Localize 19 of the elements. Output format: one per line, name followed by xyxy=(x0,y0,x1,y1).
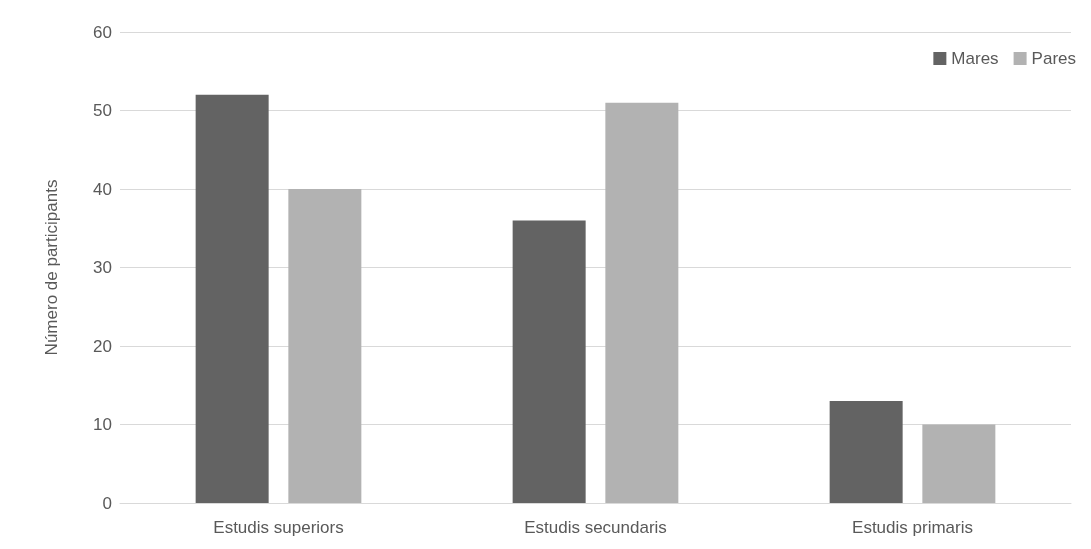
bar xyxy=(922,424,996,503)
bar xyxy=(195,94,269,503)
bar xyxy=(829,400,903,503)
y-tick-label: 0 xyxy=(102,493,112,513)
legend-label: Pares xyxy=(1031,49,1077,68)
y-tick-label: 10 xyxy=(93,415,112,434)
y-axis-title: Número de participants xyxy=(42,179,61,356)
bar xyxy=(605,102,679,503)
y-tick-label: 40 xyxy=(93,179,112,199)
legend-label: Mares xyxy=(951,49,999,68)
bar xyxy=(512,220,586,503)
y-tick-label: 30 xyxy=(93,258,112,277)
x-tick-label: Estudis superiors xyxy=(213,518,344,537)
y-tick-label: 20 xyxy=(93,336,112,356)
x-tick-label: Estudis primaris xyxy=(852,518,973,537)
y-tick-label: 60 xyxy=(93,22,112,42)
x-tick-label: Estudis secundaris xyxy=(524,518,667,537)
y-tick-label: 50 xyxy=(93,101,112,120)
bar xyxy=(288,189,362,503)
